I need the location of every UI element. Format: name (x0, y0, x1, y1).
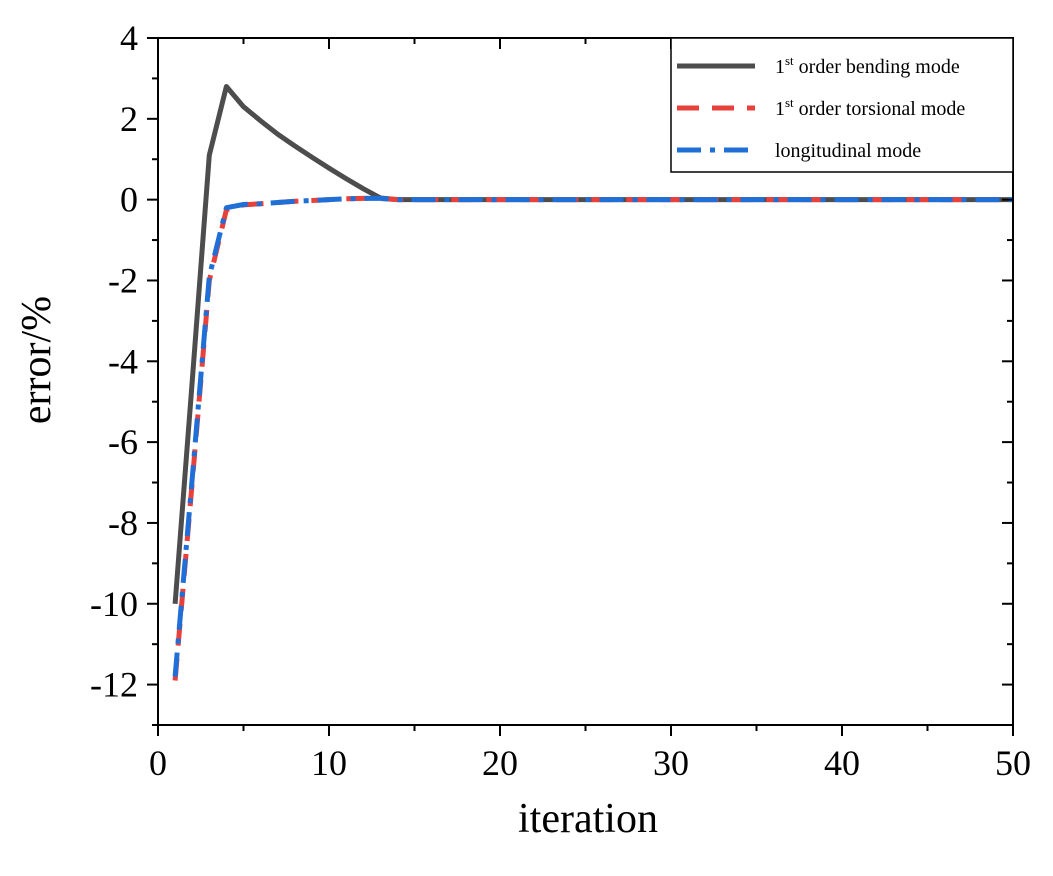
y-tick-label: -6 (108, 422, 138, 462)
legend-label-3: longitudinal mode (775, 140, 921, 162)
y-tick-label: -12 (90, 665, 138, 705)
series-line-2 (172, 195, 1013, 681)
tick-labels: 0 10 20 30 40 50 -12 -10 -8 -6 -4 -2 0 2 4 (90, 18, 1031, 783)
x-tick-label: 10 (311, 743, 347, 783)
legend-label-1: 1st order bending mode (775, 53, 960, 78)
series-line-3 (172, 195, 1013, 677)
legend: 1st order bending mode 1st order torsiona… (670, 37, 1014, 173)
y-tick-label: 0 (120, 180, 138, 220)
y-axis-title: error/% (14, 296, 60, 424)
x-tick-label: 20 (482, 743, 518, 783)
x-tick-label: 50 (995, 743, 1031, 783)
y-tick-label: -4 (108, 341, 138, 381)
y-tick-label: 4 (120, 18, 138, 58)
legend-label-2: 1st order torsional mode (775, 95, 965, 120)
y-tick-label: -10 (90, 584, 138, 624)
x-tick-label: 0 (149, 743, 167, 783)
y-tick-label: -8 (108, 503, 138, 543)
y-tick-label: 2 (120, 99, 138, 139)
x-tick-label: 30 (653, 743, 689, 783)
x-axis-title: iteration (518, 796, 658, 842)
x-tick-label: 40 (824, 743, 860, 783)
series-lines (172, 84, 1013, 681)
y-tick-label: -2 (108, 260, 138, 300)
